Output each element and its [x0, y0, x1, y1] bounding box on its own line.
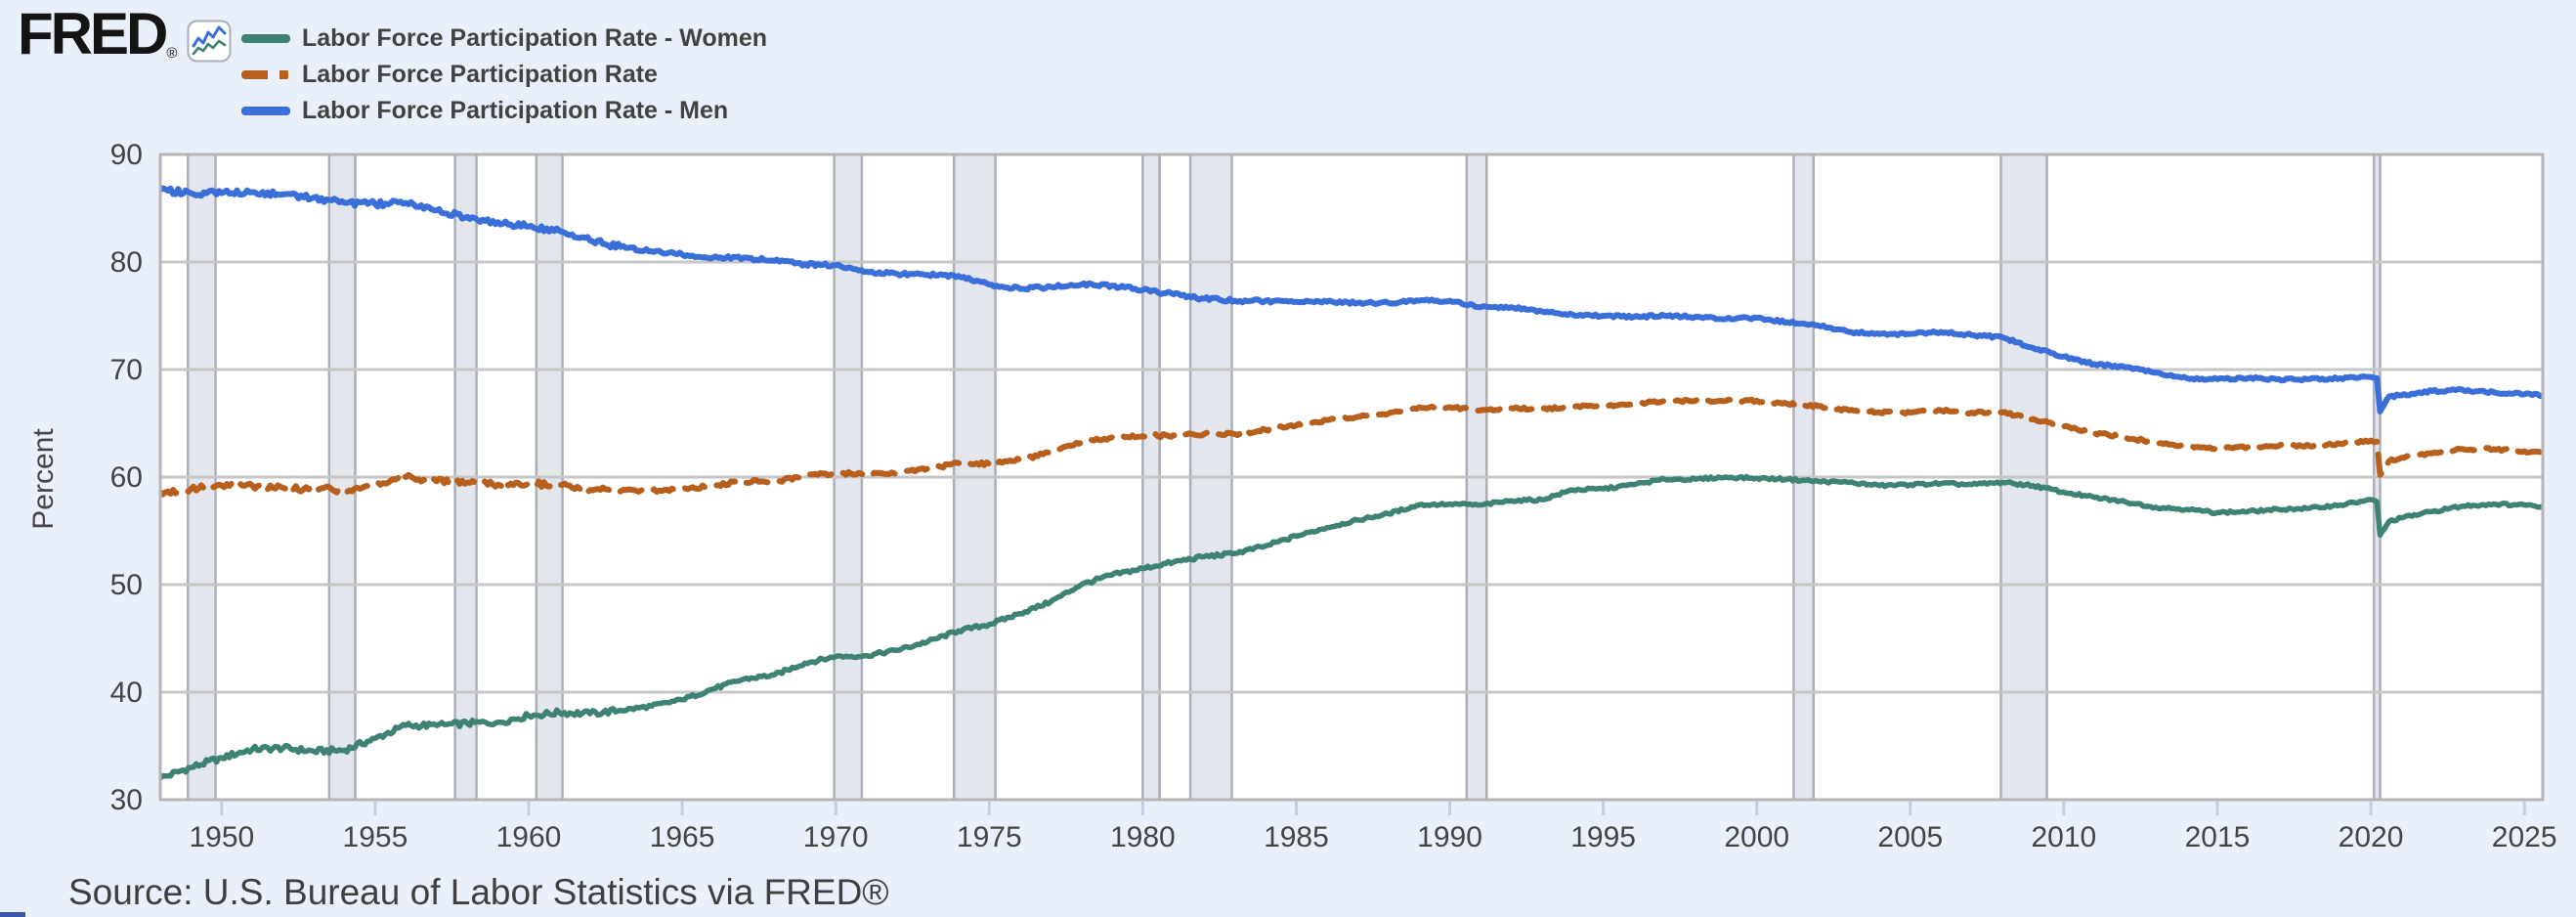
bottom-left-accent-strip [0, 912, 25, 917]
y-tick-label: 40 [110, 677, 143, 709]
legend-swatch-men [241, 107, 290, 115]
legend-item-men: Labor Force Participation Rate - Men [241, 97, 767, 125]
y-tick-label: 60 [110, 461, 143, 494]
series-line-women [160, 473, 2543, 781]
legend-label-women: Labor Force Participation Rate - Women [302, 24, 768, 52]
x-tick-label: 2020 [2339, 821, 2404, 853]
fred-line-chart-icon [187, 20, 232, 67]
x-tick-label: 1975 [957, 821, 1022, 853]
source-note: Source: U.S. Bureau of Labor Statistics … [68, 872, 889, 912]
legend-item-women: Labor Force Participation Rate - Women [241, 24, 767, 53]
legend-swatch-total [241, 70, 290, 79]
x-tick-label: 2015 [2185, 821, 2251, 853]
x-tick-label: 1970 [803, 821, 869, 853]
x-tick-label: 1955 [343, 821, 408, 853]
series-line-men [160, 185, 2543, 415]
x-tick-label: 1965 [650, 821, 715, 853]
x-tick-label: 1960 [496, 821, 562, 853]
y-tick-label: 90 [110, 139, 143, 171]
y-tick-label: 50 [110, 569, 143, 601]
x-tick-label: 2005 [1877, 821, 1943, 853]
x-tick-label: 1990 [1417, 821, 1482, 853]
y-tick-label: 30 [110, 784, 143, 816]
y-tick-label: 80 [110, 246, 143, 279]
x-tick-label: 2000 [1724, 821, 1789, 853]
legend-swatch-women [241, 34, 290, 43]
legend: Labor Force Participation Rate - Women L… [241, 24, 767, 133]
x-tick-label: 2010 [2032, 821, 2097, 853]
x-tick-label: 1980 [1110, 821, 1176, 853]
legend-label-total: Labor Force Participation Rate [302, 61, 658, 88]
legend-label-men: Labor Force Participation Rate - Men [302, 97, 729, 124]
registered-trademark: ® [166, 45, 178, 62]
plot-border [158, 153, 2545, 802]
x-tick-label: 1985 [1264, 821, 1329, 853]
y-tick-label: 70 [110, 354, 143, 386]
x-tick-label: 1995 [1570, 821, 1636, 853]
fred-logo-text: FRED [18, 1, 168, 66]
x-tick-label: 2025 [2492, 821, 2557, 853]
x-tick-label: 1950 [189, 821, 254, 853]
series-line-total [160, 396, 2543, 498]
legend-item-total: Labor Force Participation Rate [241, 61, 767, 89]
fred-logo[interactable]: FRED ® [18, 1, 232, 67]
